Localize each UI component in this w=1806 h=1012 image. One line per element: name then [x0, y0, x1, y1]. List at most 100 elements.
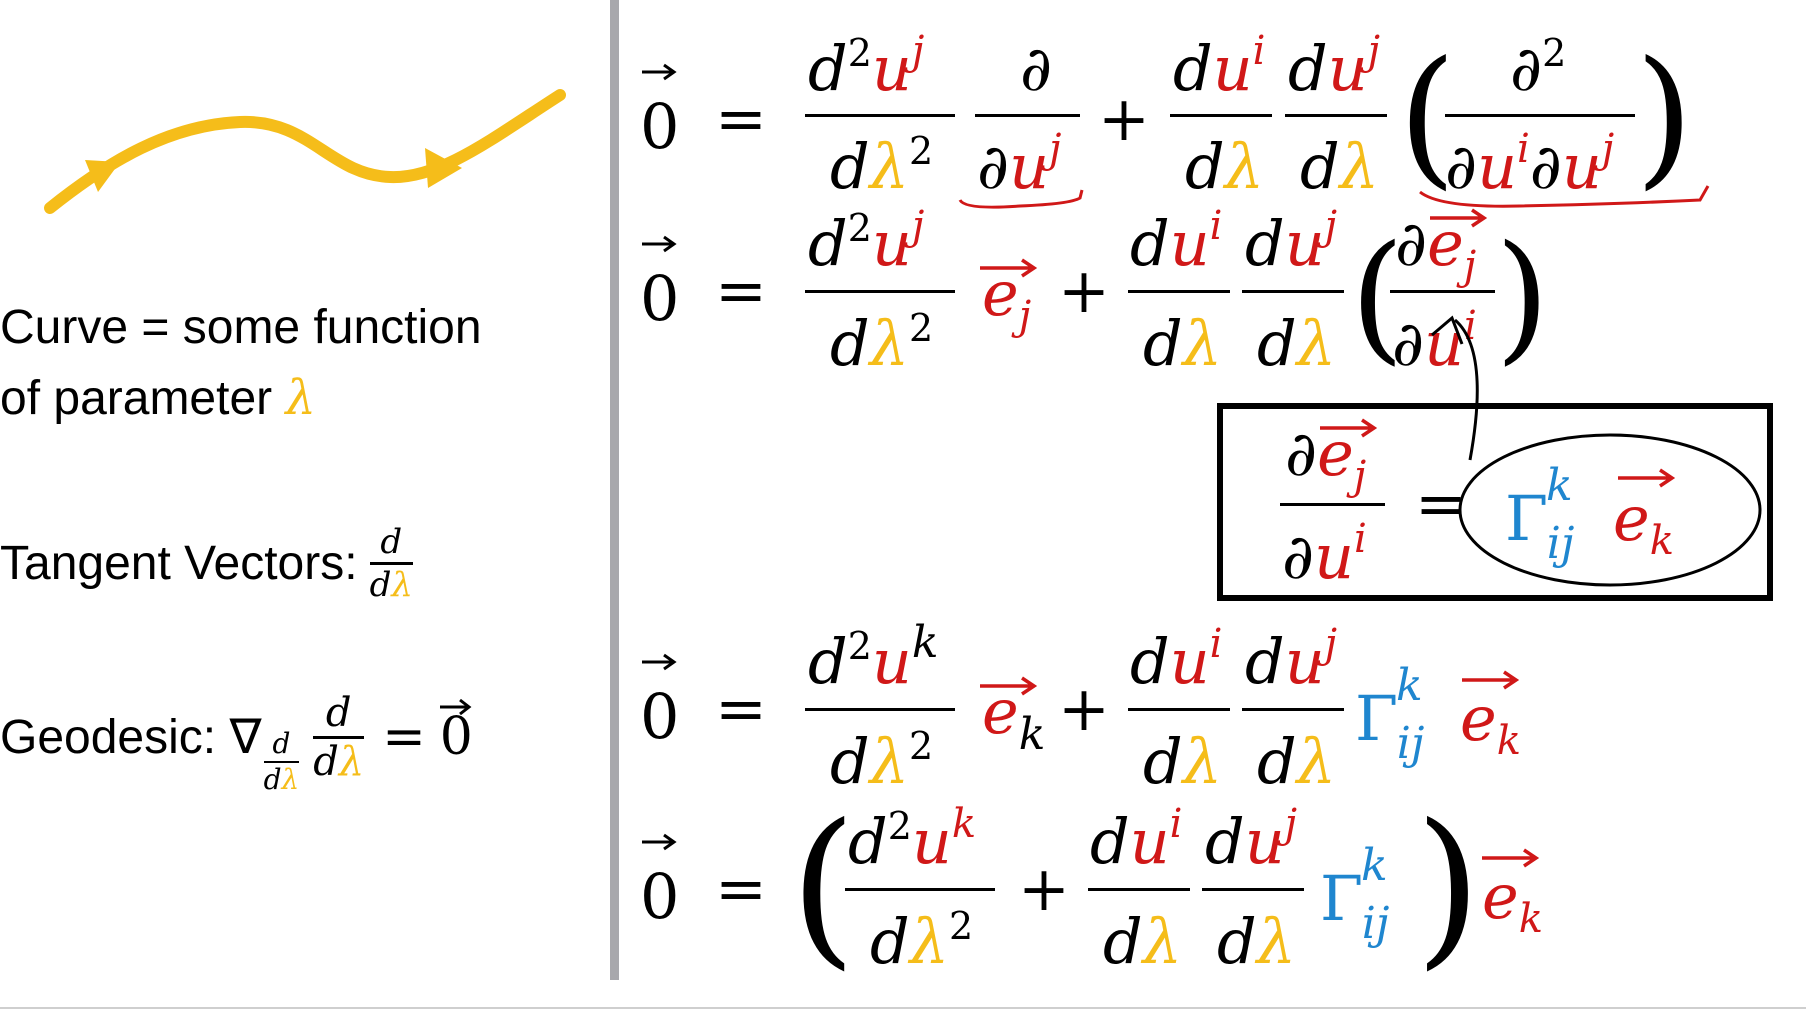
fraction-bar [1202, 888, 1304, 891]
vector-arrow-icon [640, 235, 676, 253]
fraction-bar [1128, 708, 1230, 711]
fraction-bar [1390, 290, 1495, 293]
zero-vector: 0 [640, 262, 679, 335]
equations-panel: 0 = d2uj dλ2 ∂ ∂uj + dui dλ duj dλ ( ∂2 … [640, 28, 1773, 986]
sub-den-d: d [263, 763, 282, 796]
geodesic-fraction: d dλ [313, 693, 365, 782]
geo-den: dλ [313, 742, 364, 782]
frac3-num: duj [1205, 801, 1297, 878]
plus-sign: + [1098, 82, 1150, 155]
frac1-num: d2uj [808, 28, 924, 105]
fraction-bar [975, 114, 1080, 117]
tangent-num: d [380, 522, 403, 562]
plus-sign: + [1058, 254, 1110, 327]
vector-arrow-icon [640, 833, 676, 851]
fraction-bar [313, 735, 365, 739]
fraction-bar [1170, 114, 1272, 117]
frac1-den: dλ2 [830, 129, 933, 203]
fraction-bar [1242, 708, 1344, 711]
partial-den: ∂uj [977, 126, 1061, 203]
zero-vector: 0 [640, 90, 679, 163]
christoffel-identity-box: ∂ej ∂ui = Γk ij ek [1217, 403, 1773, 601]
gamma-symbol: Γk ij [1320, 840, 1389, 949]
geo-den-lambda: λ [338, 738, 365, 785]
plus-sign: + [1018, 852, 1070, 925]
de-den: ∂ui [1392, 303, 1477, 380]
tangent-den: dλ [370, 568, 413, 602]
frac2-den: dλ [1143, 725, 1222, 798]
de-den: ∂ui [1282, 516, 1367, 593]
second-partial-den: ∂ui∂uj [1445, 126, 1614, 203]
fraction-bar [805, 290, 955, 293]
frac2-den: dλ [1143, 307, 1222, 380]
sub-den-lambda: λ [281, 763, 300, 796]
frac1-num: d2uj [808, 203, 924, 280]
frac3-num: duj [1288, 28, 1380, 105]
sub-num: d [272, 727, 291, 760]
vector-arrow-icon [640, 653, 676, 671]
vector-arrow-icon [640, 63, 676, 81]
frac3-den: dλ [1257, 725, 1336, 798]
equals-sign: = [1415, 467, 1467, 540]
equals-sign: = [715, 254, 767, 327]
gamma-symbol: Γk ij [1355, 660, 1424, 769]
equation-row-4: 0 = ( d2uk dλ2 + dui dλ duj dλ Γk ij ) ek [640, 788, 1543, 986]
arrow-head-icon [425, 148, 462, 188]
equation-row-3: 0 = d2uk dλ2 ek + dui dλ duj dλ Γk ij ek [640, 617, 1521, 798]
basis-vector-ek: ek [1460, 682, 1521, 764]
geo-den-d: d [313, 738, 339, 785]
nabla-subscript-fraction: d dλ [263, 727, 300, 796]
second-partial-num: ∂2 [1510, 31, 1566, 105]
frac2-den: dλ [1185, 130, 1264, 203]
frac1-num: d2uk [808, 617, 939, 698]
underline-annotation [1419, 185, 1710, 208]
curve-label-line2: of parameter λ [0, 370, 316, 426]
partial-num: ∂ [1020, 32, 1052, 105]
fraction-bar [1242, 290, 1344, 293]
equals-sign: = [715, 672, 767, 745]
basis-vector-ek: ek [1613, 482, 1674, 564]
frac3-num: duj [1245, 203, 1337, 280]
plus-sign: + [1058, 672, 1110, 745]
right-paren: ) [1635, 30, 1694, 204]
fraction-bar [1280, 503, 1385, 506]
frac2-num: dui [1090, 801, 1182, 878]
curve-path [44, 89, 566, 214]
underline-annotation [958, 189, 1084, 209]
basis-vector-ek: ek [1482, 860, 1543, 942]
tangent-label: Tangent Vectors: [0, 537, 358, 590]
geodesic-zero-vector: 0 [439, 698, 473, 767]
bottom-border [0, 1007, 1806, 1009]
arrow-head-icon [85, 160, 120, 192]
right-paren: ) [1495, 216, 1550, 379]
zero-vector: 0 [640, 860, 679, 933]
frac2-den: dλ [1103, 905, 1182, 978]
den-lambda: λ [391, 565, 413, 605]
identity-frame [1217, 403, 1773, 601]
frac1-den: dλ2 [830, 724, 933, 798]
left-paren: ( [790, 788, 856, 986]
arrow-head-icon [1431, 315, 1464, 345]
tangent-vectors-row: Tangent Vectors: d dλ [0, 525, 413, 602]
tangent-fraction: d dλ [369, 522, 413, 602]
equation-row-1: 0 = d2uj dλ2 ∂ ∂uj + dui dλ duj dλ ( ∂2 … [640, 28, 1710, 209]
equals-sign: = [715, 82, 767, 155]
equals-sign: = [715, 852, 767, 925]
zero-digit: 0 [439, 707, 473, 767]
de-num: ∂ej [1395, 207, 1476, 289]
geodesic-label: Geodesic: ∇ [0, 711, 262, 764]
right-paren: ) [1415, 788, 1481, 986]
vector-arrow-icon [439, 698, 472, 715]
frac3-den: dλ [1257, 307, 1336, 380]
fraction-bar [1128, 290, 1230, 293]
de-num: ∂ej [1285, 417, 1366, 499]
vertical-divider [610, 0, 619, 980]
fraction-bar [1088, 888, 1190, 891]
fraction-bar [369, 562, 413, 565]
pointer-arrow [1454, 318, 1479, 461]
left-paren: ( [1350, 216, 1405, 379]
frac3-den: dλ [1217, 905, 1296, 978]
geodesic-row: Geodesic: ∇ d dλ d dλ = 0 [0, 680, 473, 794]
geodesic-equals: = [382, 707, 426, 767]
fraction-bar [263, 761, 300, 763]
